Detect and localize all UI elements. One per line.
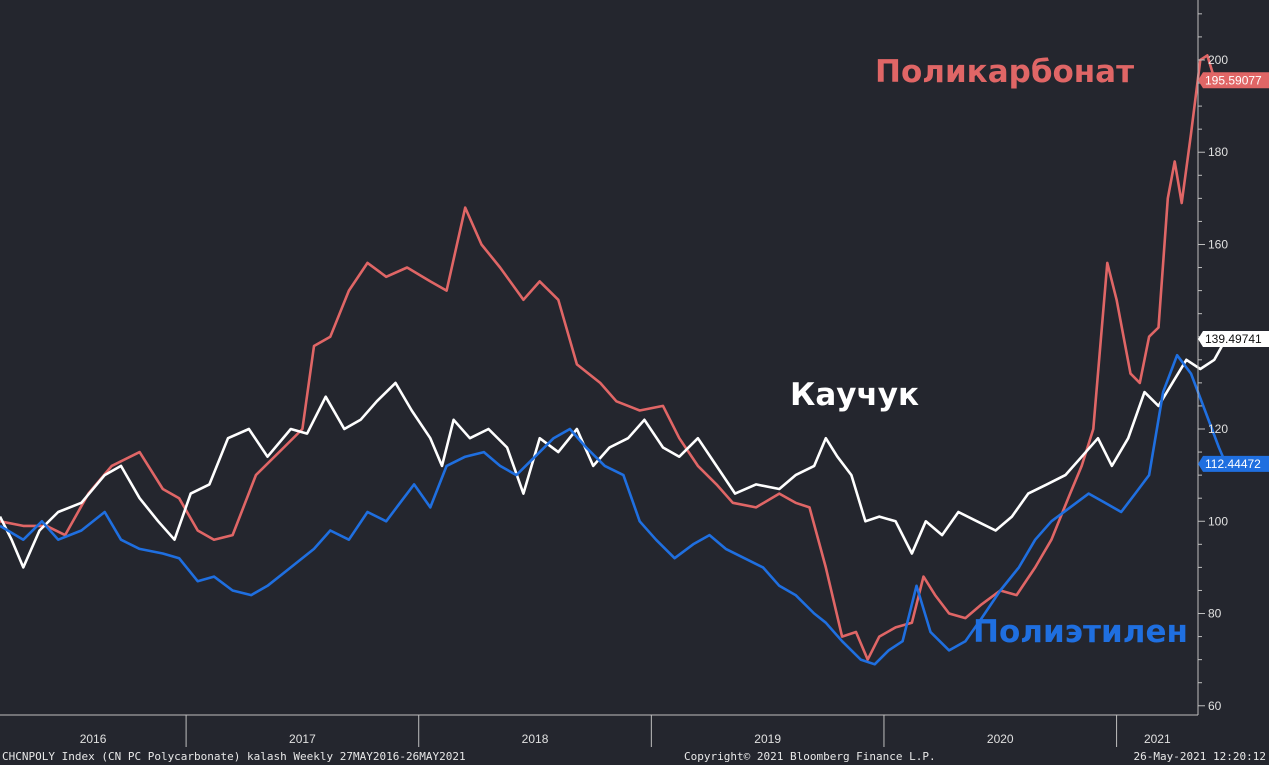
series-lines <box>0 54 1228 666</box>
y-tick-label: 120 <box>1208 422 1228 436</box>
x-tick-label: 2018 <box>522 732 549 746</box>
footer-bar: CHCNPOLY Index (CN PC Polycarbonate) kal… <box>0 748 1269 765</box>
badge-shape <box>1198 72 1269 89</box>
x-tick-label: 2017 <box>289 732 316 746</box>
rubber-last-value-badge: 139.49741 <box>1198 331 1269 348</box>
polyethylene-series-line <box>0 353 1228 666</box>
badge-value-label: 112.44472 <box>1205 457 1261 471</box>
y-tick-label: 200 <box>1208 53 1228 67</box>
x-tick-label: 2019 <box>754 732 781 746</box>
badge-value-label: 195.59077 <box>1205 73 1262 87</box>
badge-shape <box>1198 331 1269 348</box>
footer-timestamp-text: 26-May-2021 12:20:12 <box>1133 750 1266 763</box>
polycarbonate-annotation: Поликарбонат <box>875 54 1135 90</box>
x-axis: 2016 2017 2018 2019 2020 2021 <box>0 714 1198 747</box>
polycarbonate-last-value-badge: 195.59077 <box>1198 72 1269 89</box>
polyethylene-last-value-badge: 112.44472 <box>1198 455 1269 472</box>
y-tick-label: 160 <box>1208 237 1228 251</box>
rubber-series-line <box>0 338 1228 569</box>
y-tick-label: 60 <box>1208 699 1222 713</box>
y-axis: 6080100120140160180200 <box>1197 0 1228 715</box>
x-tick-label: 2016 <box>80 732 107 746</box>
y-tick-label: 80 <box>1208 607 1222 621</box>
badge-shape <box>1198 455 1269 472</box>
polycarbonate-series-line <box>0 54 1227 661</box>
badge-value-label: 139.49741 <box>1205 332 1262 346</box>
x-tick-label: 2020 <box>987 732 1014 746</box>
footer-source-text: CHCNPOLY Index (CN PC Polycarbonate) kal… <box>2 750 466 763</box>
y-tick-label: 100 <box>1208 514 1228 528</box>
x-tick-label: 2021 <box>1144 732 1171 746</box>
polyethylene-annotation: Полиэтилен <box>973 614 1188 650</box>
last-value-badges: 195.59077 139.49741 112.44472 <box>1198 72 1269 472</box>
y-tick-label: 180 <box>1208 145 1228 159</box>
rubber-annotation: Каучук <box>790 377 919 413</box>
footer-copyright-text: Copyright© 2021 Bloomberg Finance L.P. <box>684 750 936 763</box>
